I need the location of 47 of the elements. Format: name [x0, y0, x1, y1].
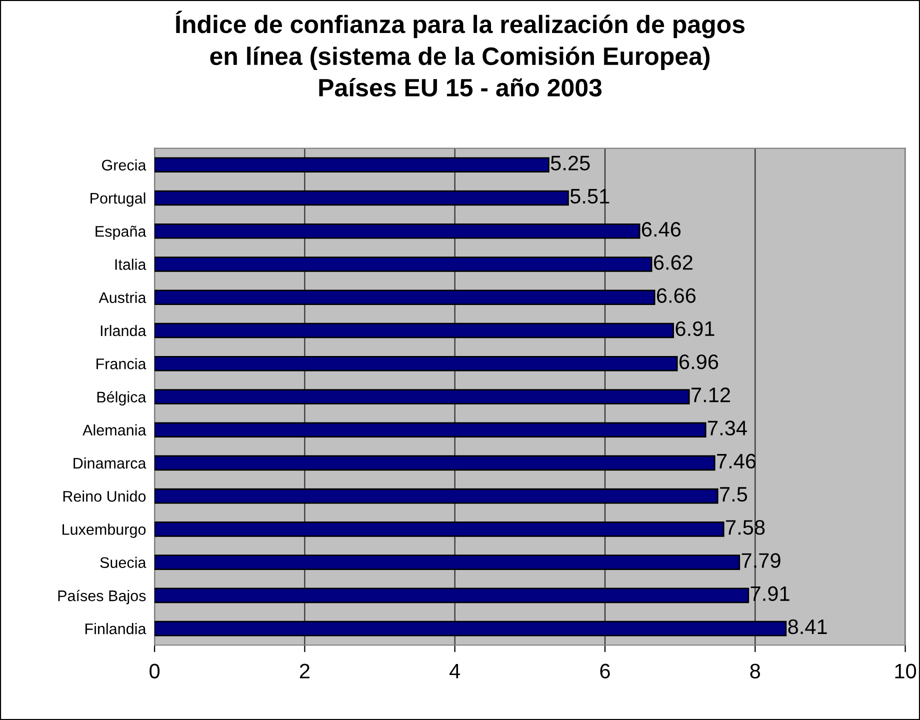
- data-label: 7.34: [708, 420, 747, 436]
- bar: [154, 422, 706, 438]
- bar: [154, 322, 674, 338]
- bar: [154, 290, 656, 306]
- bar: [154, 190, 569, 206]
- y-tick-label: Dinamarca: [74, 457, 146, 469]
- bar: [154, 554, 740, 570]
- y-tick-label: Luxemburgo: [62, 524, 146, 538]
- y-tick-label: Francia: [96, 358, 146, 370]
- y-tick-label: Reino Unido: [63, 490, 146, 502]
- y-tick-label: Alemania: [82, 424, 146, 436]
- data-label: 5.25: [550, 156, 590, 170]
- y-tick-label: Países Bajos: [58, 590, 146, 604]
- bar: [154, 223, 640, 239]
- x-tick-label: 6: [600, 664, 610, 678]
- bar: [154, 620, 787, 636]
- bar: [154, 522, 724, 537]
- bar: [154, 488, 718, 504]
- bar: [154, 455, 716, 471]
- y-tick-label: Suecia: [100, 556, 146, 568]
- x-tick-label: 0: [150, 664, 160, 678]
- bar: [154, 157, 550, 173]
- data-label: 6.96: [680, 354, 718, 370]
- chart-title: Índice de confianza para la realización de pagos en línea (sistema de la Comisión Europea) Países EU 15 - año 2003: [176, 10, 745, 97]
- x-tick-label: 10: [895, 664, 916, 678]
- bar: [154, 356, 678, 372]
- data-label: 6.46: [642, 222, 681, 237]
- data-label: 6.62: [654, 255, 692, 270]
- x-tick-label: 2: [300, 664, 310, 678]
- y-tick-label: España: [96, 226, 146, 240]
- y-tick-label: Grecia: [102, 159, 146, 171]
- y-tick-label: Italia: [115, 258, 146, 270]
- data-label: 8.41: [788, 619, 827, 634]
- data-label: 6.91: [676, 321, 714, 336]
- data-label: 7.12: [692, 388, 730, 402]
- y-tick-label: Irlanda: [100, 324, 146, 336]
- y-tick-label: Bélgica: [97, 391, 146, 406]
- y-tick-label: Finlandia: [85, 623, 146, 634]
- data-label: 7.5: [720, 487, 748, 502]
- data-label: 6.66: [656, 288, 696, 303]
- y-tick-label: Portugal: [90, 192, 146, 207]
- x-tick-label: 4: [450, 664, 460, 678]
- y-tick-label: Austria: [98, 292, 146, 304]
- bar: [154, 256, 652, 272]
- bar: [154, 389, 690, 404]
- x-tick-label: 8: [750, 664, 760, 678]
- bar: [154, 588, 750, 604]
